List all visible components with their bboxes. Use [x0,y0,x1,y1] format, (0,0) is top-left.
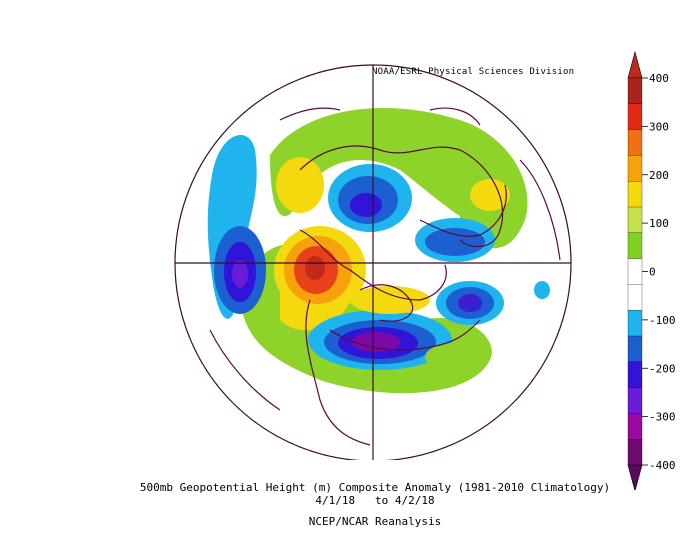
anomaly-field [207,107,550,394]
colorbar-block [627,361,643,389]
caption-title: 500mb Geopotential Height (m) Composite … [139,481,611,494]
colorbar-tick-label: 300 [649,120,669,133]
caption-source: NCEP/NCAR Reanalysis [308,515,442,528]
colorbar-tick-label: 200 [649,169,669,182]
colorbar-tick-label: -300 [649,411,676,424]
coastlines [209,107,561,446]
colorbar-block [627,284,643,311]
colorbar-block [627,181,643,208]
colorbar-tick-label: 0 [649,266,656,279]
colorbar-block [627,77,643,105]
colorbar-tick-label: -100 [649,314,676,327]
caption-dates: 4/1/18 to 4/2/18 [315,494,435,507]
colorbar-block [627,310,643,337]
colorbar-block [627,413,643,440]
colorbar-block [627,439,643,466]
colorbar: 400 300 200 100 0 -100 -200 -300 -400 [627,50,676,490]
colorbar-tick-label: 400 [649,72,669,85]
colorbar-block [627,206,643,234]
colorbar-block [627,335,643,363]
colorbar-block [627,387,643,414]
credit-label: NOAA/ESRL Physical Sciences Division [372,67,575,77]
colorbar-block [627,103,643,131]
colorbar-tick-label: 100 [649,217,669,230]
colorbar-tick-label: -200 [649,362,676,375]
colorbar-block [627,129,643,156]
colorbar-tick-label: -400 [649,459,676,472]
colorbar-block [627,232,643,260]
colorbar-block [627,155,643,182]
colorbar-block [627,258,643,285]
polar-map [174,64,572,460]
